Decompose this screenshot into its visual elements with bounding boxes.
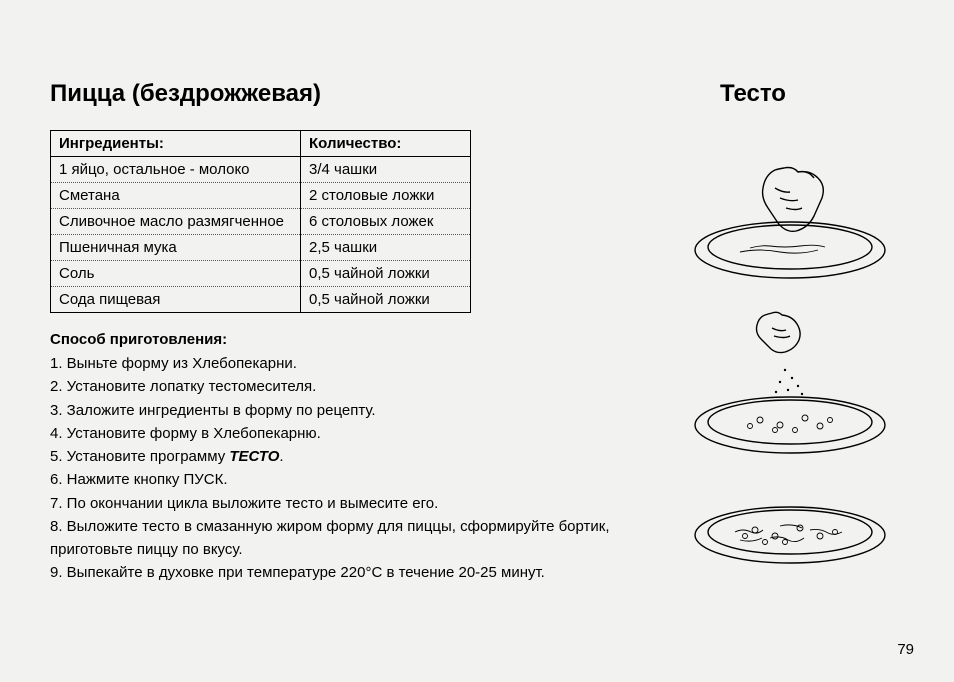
cell-qty: 2 столовые ложки xyxy=(301,183,471,209)
cell-ing: Сливочное масло размягченное xyxy=(51,209,301,235)
th-quantity: Количество: xyxy=(301,131,471,157)
title-left: Пицца (бездрожжевая) xyxy=(50,80,321,108)
pizza-step3-icon xyxy=(680,470,900,580)
title-right: Тесто xyxy=(720,80,786,108)
step: 6. Нажмите кнопку ПУСК. xyxy=(50,468,670,491)
page-number: 79 xyxy=(897,641,914,658)
step: 3. Заложите ингредиенты в форму по рецеп… xyxy=(50,399,670,422)
step: 8. Выложите тесто в смазанную жиром форм… xyxy=(50,515,670,562)
step5-suffix: . xyxy=(279,448,283,465)
ingredients-table: Ингредиенты: Количество: 1 яйцо, остальн… xyxy=(50,130,471,313)
cell-qty: 3/4 чашки xyxy=(301,157,471,183)
step5-program: ТЕСТО xyxy=(229,448,279,465)
cell-ing: Сметана xyxy=(51,183,301,209)
cell-qty: 6 столовых ложек xyxy=(301,209,471,235)
step: 7. По окончании цикла выложите тесто и в… xyxy=(50,492,670,515)
cell-qty: 0,5 чайной ложки xyxy=(301,261,471,287)
titles-row: Пицца (бездрожжевая) Тесто xyxy=(50,80,904,108)
illustrations xyxy=(680,140,910,590)
cell-qty: 2,5 чашки xyxy=(301,235,471,261)
step: 5. Установите программу ТЕСТО. xyxy=(50,445,670,468)
step: 2. Установите лопатку тестомесителя. xyxy=(50,375,670,398)
steps-block: 1. Выньте форму из Хлебопекарни. 2. Уста… xyxy=(50,352,670,585)
cell-qty: 0,5 чайной ложки xyxy=(301,287,471,313)
cell-ing: Пшеничная мука xyxy=(51,235,301,261)
cell-ing: 1 яйцо, остальное - молоко xyxy=(51,157,301,183)
step: 9. Выпекайте в духовке при температуре 2… xyxy=(50,561,670,584)
page: Пицца (бездрожжевая) Тесто Ингредиенты: … xyxy=(0,0,954,682)
th-ingredients: Ингредиенты: xyxy=(51,131,301,157)
step: 4. Установите форму в Хлебопекарню. xyxy=(50,422,670,445)
cell-ing: Соль xyxy=(51,261,301,287)
cell-ing: Сода пищевая xyxy=(51,287,301,313)
step5-prefix: 5. Установите программу xyxy=(50,448,229,465)
step: 1. Выньте форму из Хлебопекарни. xyxy=(50,352,670,375)
pizza-step2-icon xyxy=(680,300,900,460)
pizza-step1-icon xyxy=(680,140,900,290)
